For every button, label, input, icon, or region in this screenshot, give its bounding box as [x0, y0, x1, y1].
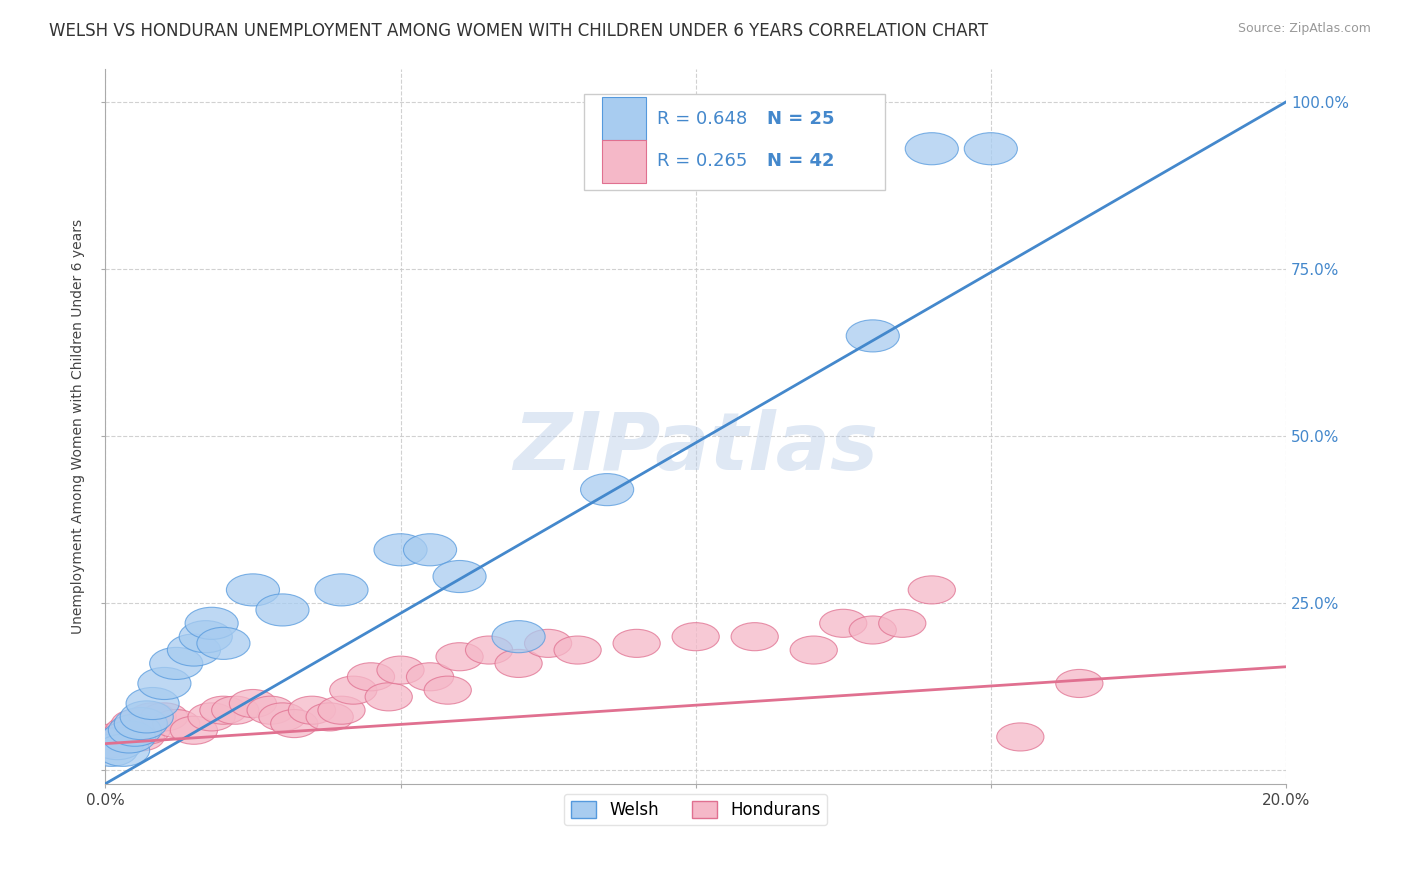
- Ellipse shape: [141, 703, 188, 731]
- Ellipse shape: [124, 716, 170, 744]
- Ellipse shape: [138, 667, 191, 699]
- Ellipse shape: [105, 716, 153, 744]
- Ellipse shape: [153, 709, 200, 738]
- FancyBboxPatch shape: [602, 97, 647, 140]
- Ellipse shape: [820, 609, 868, 638]
- Ellipse shape: [731, 623, 779, 651]
- Ellipse shape: [846, 320, 900, 352]
- Ellipse shape: [117, 723, 165, 751]
- Text: Source: ZipAtlas.com: Source: ZipAtlas.com: [1237, 22, 1371, 36]
- Ellipse shape: [1056, 669, 1102, 698]
- Ellipse shape: [259, 703, 307, 731]
- Ellipse shape: [790, 636, 838, 664]
- Ellipse shape: [965, 133, 1018, 165]
- Ellipse shape: [374, 533, 427, 566]
- Ellipse shape: [465, 636, 513, 664]
- Ellipse shape: [905, 133, 959, 165]
- Ellipse shape: [425, 676, 471, 704]
- Text: R = 0.265: R = 0.265: [657, 153, 747, 170]
- Ellipse shape: [94, 723, 141, 751]
- Legend: Welsh, Hondurans: Welsh, Hondurans: [564, 794, 827, 825]
- Text: ZIPatlas: ZIPatlas: [513, 409, 879, 486]
- Ellipse shape: [377, 656, 425, 684]
- Ellipse shape: [170, 716, 218, 744]
- Ellipse shape: [87, 730, 135, 757]
- Ellipse shape: [100, 723, 146, 751]
- Ellipse shape: [212, 696, 259, 724]
- Ellipse shape: [315, 574, 368, 606]
- Ellipse shape: [433, 560, 486, 592]
- Ellipse shape: [672, 623, 720, 651]
- Ellipse shape: [103, 721, 156, 753]
- Ellipse shape: [129, 703, 176, 731]
- Ellipse shape: [114, 707, 167, 739]
- FancyBboxPatch shape: [583, 94, 884, 190]
- FancyBboxPatch shape: [602, 140, 647, 183]
- Ellipse shape: [581, 474, 634, 506]
- Ellipse shape: [366, 682, 412, 711]
- Ellipse shape: [186, 607, 238, 640]
- Ellipse shape: [149, 648, 202, 680]
- Ellipse shape: [179, 621, 232, 653]
- Ellipse shape: [111, 709, 159, 738]
- Ellipse shape: [492, 621, 546, 653]
- Text: R = 0.648: R = 0.648: [657, 110, 747, 128]
- Ellipse shape: [524, 630, 572, 657]
- Ellipse shape: [406, 663, 454, 690]
- Ellipse shape: [404, 533, 457, 566]
- Ellipse shape: [84, 734, 138, 766]
- Ellipse shape: [256, 594, 309, 626]
- Text: N = 42: N = 42: [766, 153, 834, 170]
- Ellipse shape: [127, 688, 179, 720]
- Ellipse shape: [247, 696, 294, 724]
- Ellipse shape: [613, 630, 661, 657]
- Ellipse shape: [436, 643, 484, 671]
- Ellipse shape: [495, 649, 543, 677]
- Text: WELSH VS HONDURAN UNEMPLOYMENT AMONG WOMEN WITH CHILDREN UNDER 6 YEARS CORRELATI: WELSH VS HONDURAN UNEMPLOYMENT AMONG WOM…: [49, 22, 988, 40]
- Ellipse shape: [288, 696, 336, 724]
- Text: N = 25: N = 25: [766, 110, 834, 128]
- Ellipse shape: [200, 696, 247, 724]
- Ellipse shape: [997, 723, 1043, 751]
- Ellipse shape: [188, 703, 235, 731]
- Ellipse shape: [229, 690, 277, 717]
- Ellipse shape: [271, 709, 318, 738]
- Ellipse shape: [329, 676, 377, 704]
- Ellipse shape: [108, 714, 162, 747]
- Ellipse shape: [554, 636, 602, 664]
- Ellipse shape: [879, 609, 927, 638]
- Y-axis label: Unemployment Among Women with Children Under 6 years: Unemployment Among Women with Children U…: [72, 219, 86, 633]
- Ellipse shape: [90, 728, 143, 760]
- Ellipse shape: [908, 576, 956, 604]
- Ellipse shape: [307, 703, 353, 731]
- Ellipse shape: [318, 696, 366, 724]
- Ellipse shape: [97, 734, 149, 766]
- Ellipse shape: [226, 574, 280, 606]
- Ellipse shape: [167, 634, 221, 666]
- Ellipse shape: [197, 627, 250, 659]
- Ellipse shape: [120, 701, 173, 733]
- Ellipse shape: [849, 616, 897, 644]
- Ellipse shape: [347, 663, 395, 690]
